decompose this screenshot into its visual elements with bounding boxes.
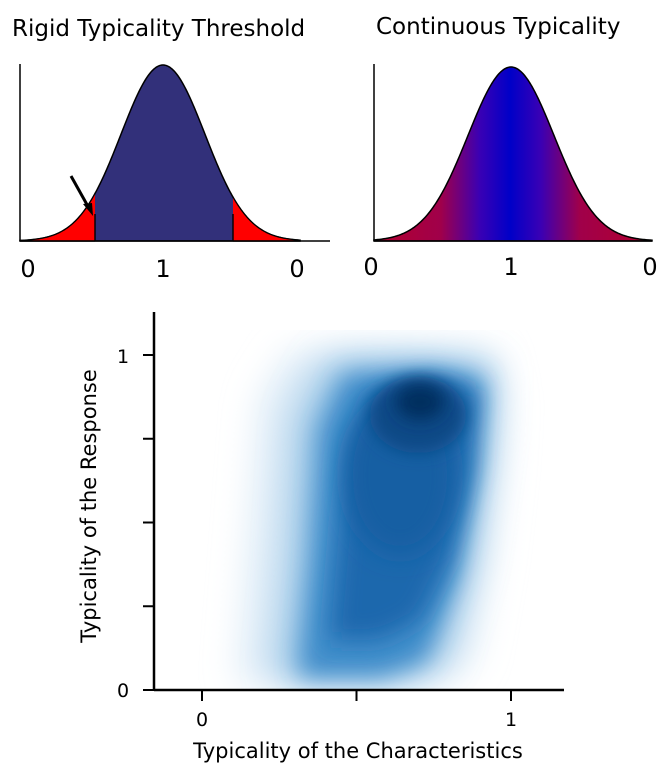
heatmap-y-tick-label-0: 0 (117, 680, 129, 702)
rigid-left-tail-area (19, 192, 95, 242)
arrow-icon (69, 175, 93, 216)
rigid-x-tick-0: 0 (20, 255, 35, 283)
continuous-distribution-curve (373, 66, 653, 242)
continuous-panel-title: Continuous Typicality (376, 14, 620, 40)
heatmap-y-tick-label-1: 1 (117, 346, 129, 368)
continuous-x-tick-2: 0 (642, 253, 657, 281)
density-heatmap (240, 350, 502, 684)
rigid-right-tail-area (233, 195, 301, 242)
continuous-x-tick-1: 1 (503, 253, 518, 281)
continuous-x-tick-0: 0 (363, 253, 378, 281)
rigid-x-tick-2: 0 (289, 255, 304, 283)
heatmap-x-tick-label-1: 1 (505, 709, 517, 731)
rigid-x-tick-1: 1 (155, 255, 170, 283)
heatmap-x-axis-label: Typicality of the Characteristics (192, 739, 523, 763)
heatmap-x-ticks (201, 690, 512, 701)
rigid-distribution-curve (19, 64, 301, 242)
heatmap-x-tick-label-0: 0 (196, 709, 208, 731)
heatmap-y-ticks (143, 354, 154, 691)
rigid-panel-title: Rigid Typicality Threshold (12, 16, 305, 42)
continuous-typicality-panel: Continuous Typicality 0 1 0 (363, 14, 657, 281)
rigid-threshold-panel: Rigid Typicality Threshold 0 1 0 (12, 16, 330, 283)
density-heatmap-panel: 0 1 0 1 Typicality of the Characteristic… (77, 312, 564, 763)
heatmap-y-axis-label: Typicality of the Response (77, 369, 101, 643)
